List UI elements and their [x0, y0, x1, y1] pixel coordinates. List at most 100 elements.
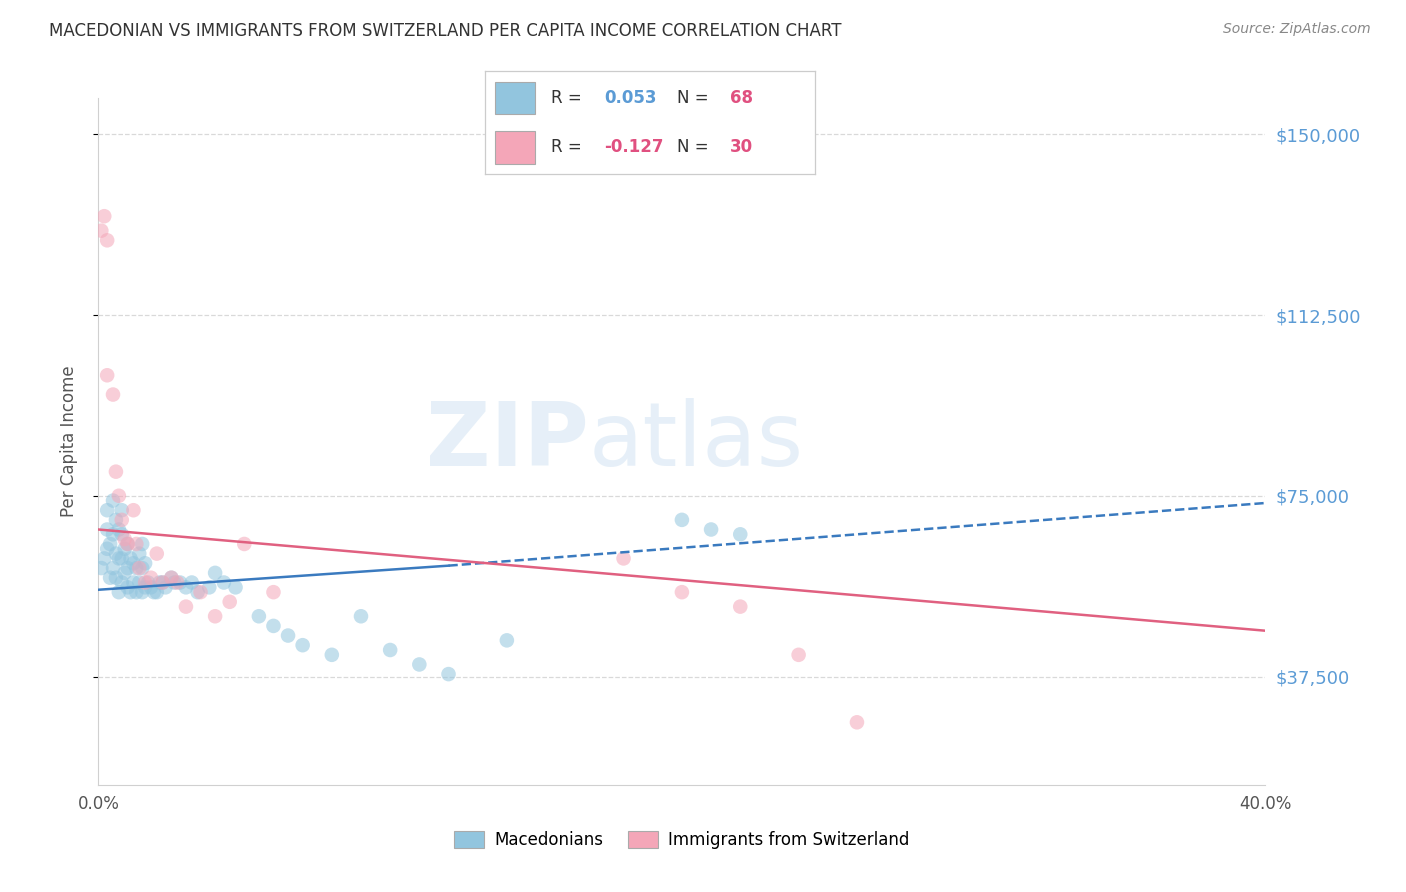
Point: [96, 503, 118, 517]
Text: Source: ZipAtlas.com: Source: ZipAtlas.com: [1223, 22, 1371, 37]
FancyBboxPatch shape: [495, 82, 534, 114]
Text: R =: R =: [551, 89, 582, 107]
Point: [101, 387, 124, 401]
Point: [120, 585, 142, 599]
Point: [225, 580, 247, 594]
Point: [134, 580, 156, 594]
Point: [846, 715, 869, 730]
Point: [152, 575, 174, 590]
Point: [108, 551, 131, 566]
Point: [155, 580, 177, 594]
Point: [160, 571, 183, 585]
Point: [108, 489, 131, 503]
Y-axis label: Per Capita Income: Per Capita Income: [59, 366, 77, 517]
Point: [125, 585, 148, 599]
Point: [93, 209, 115, 223]
Point: [108, 585, 131, 599]
Point: [125, 537, 148, 551]
Point: [174, 580, 197, 594]
Point: [96, 368, 118, 383]
Text: atlas: atlas: [589, 398, 804, 485]
Point: [98, 571, 121, 585]
Point: [321, 648, 343, 662]
Point: [350, 609, 373, 624]
Text: MACEDONIAN VS IMMIGRANTS FROM SWITZERLAND PER CAPITA INCOME CORRELATION CHART: MACEDONIAN VS IMMIGRANTS FROM SWITZERLAN…: [49, 22, 842, 40]
Point: [128, 547, 150, 561]
Point: [233, 537, 256, 551]
FancyBboxPatch shape: [495, 131, 534, 163]
Point: [190, 585, 212, 599]
Point: [730, 527, 752, 541]
Point: [90, 224, 112, 238]
Point: [104, 571, 127, 585]
Text: N =: N =: [676, 89, 709, 107]
Point: [93, 551, 115, 566]
Point: [104, 547, 127, 561]
Point: [700, 523, 723, 537]
Text: ZIP: ZIP: [426, 398, 589, 485]
Point: [174, 599, 197, 614]
Point: [128, 575, 150, 590]
Point: [139, 580, 162, 594]
Point: [212, 575, 235, 590]
Point: [166, 575, 188, 590]
Point: [90, 561, 112, 575]
Text: 0.053: 0.053: [605, 89, 657, 107]
Point: [134, 556, 156, 570]
Point: [104, 513, 127, 527]
Point: [98, 537, 121, 551]
Point: [139, 571, 162, 585]
Point: [180, 575, 202, 590]
Point: [111, 513, 134, 527]
Point: [218, 595, 240, 609]
Point: [117, 561, 139, 575]
Point: [671, 513, 693, 527]
Point: [160, 571, 183, 585]
Point: [204, 609, 226, 624]
Point: [277, 628, 299, 642]
Text: 30: 30: [730, 138, 752, 156]
Point: [136, 575, 159, 590]
Point: [117, 537, 139, 551]
Point: [204, 566, 226, 580]
Point: [146, 585, 169, 599]
Point: [437, 667, 460, 681]
Point: [131, 561, 153, 575]
Point: [111, 503, 134, 517]
Point: [96, 523, 118, 537]
Point: [108, 523, 131, 537]
Point: [111, 551, 134, 566]
Point: [96, 233, 118, 247]
Point: [101, 527, 124, 541]
Text: 68: 68: [730, 89, 752, 107]
Point: [125, 561, 148, 575]
Point: [111, 527, 134, 541]
Text: R =: R =: [551, 138, 582, 156]
Point: [152, 575, 174, 590]
Point: [96, 541, 118, 556]
Point: [146, 547, 169, 561]
Point: [131, 585, 153, 599]
Point: [101, 561, 124, 575]
Point: [114, 541, 136, 556]
Point: [101, 493, 124, 508]
Point: [117, 580, 139, 594]
Point: [128, 561, 150, 575]
Point: [122, 503, 145, 517]
Point: [408, 657, 430, 672]
Point: [291, 638, 314, 652]
Point: [380, 643, 402, 657]
Point: [730, 599, 752, 614]
Point: [104, 465, 127, 479]
Point: [262, 619, 284, 633]
Point: [247, 609, 270, 624]
Text: N =: N =: [676, 138, 709, 156]
Point: [142, 585, 165, 599]
Point: [114, 566, 136, 580]
Point: [111, 575, 134, 590]
Point: [163, 575, 186, 590]
Point: [149, 575, 172, 590]
Point: [787, 648, 810, 662]
Point: [134, 575, 156, 590]
Point: [198, 580, 221, 594]
